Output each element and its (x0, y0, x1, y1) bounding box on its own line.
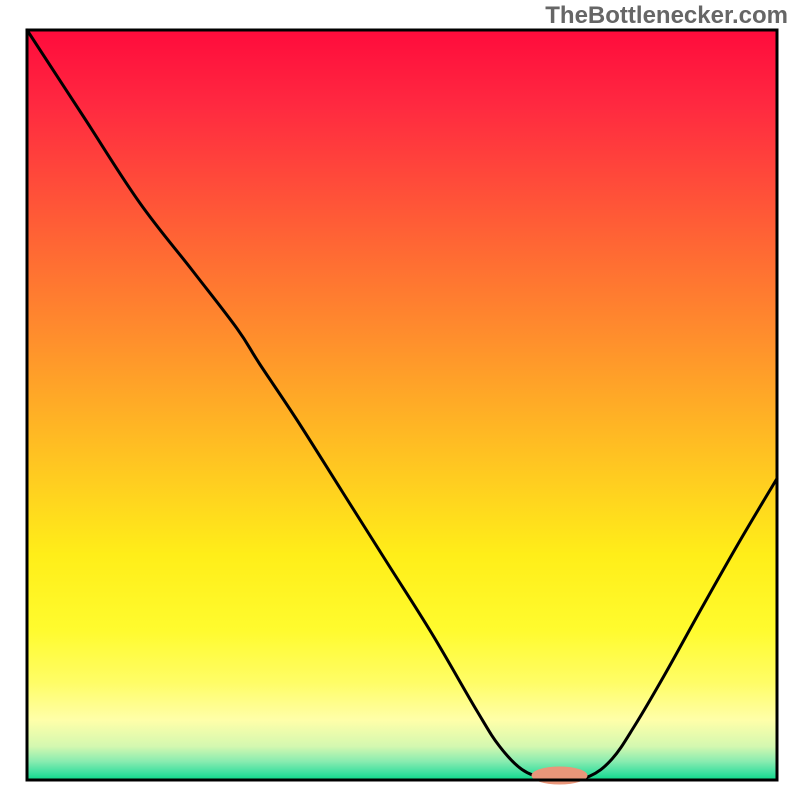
chart-container: TheBottlenecker.com (0, 0, 800, 800)
watermark-text: TheBottlenecker.com (545, 2, 788, 30)
gradient-background (27, 30, 777, 780)
optimal-marker (532, 767, 588, 785)
bottleneck-chart (0, 0, 800, 800)
